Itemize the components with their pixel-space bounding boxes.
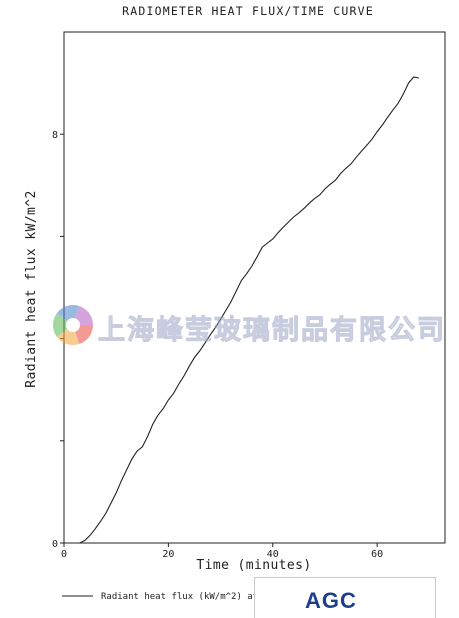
y-axis-label: Radiant heat flux kW/m^2 [24,190,39,387]
x-tick-label: 0 [61,549,67,560]
y-axis-ticks: 08 [52,130,64,550]
chart-title: RADIOMETER HEAT FLUX/TIME CURVE [122,4,374,18]
x-axis-ticks: 0 20 40 60 [61,543,383,560]
plot-frame [63,31,446,544]
series-line-radiant-heat-flux [64,76,420,544]
x-axis-label: Time (minutes) [196,558,311,573]
footer-logo-box: AGC [254,577,436,618]
y-tick-label: 8 [52,130,58,141]
y-tick-label: 0 [52,539,58,550]
agc-logo: AGC [305,588,357,613]
chart-figure: RADIOMETER HEAT FLUX/TIME CURVE 08 0 20 40… [24,4,446,602]
legend-label: Radiant heat flux (kW/m^2) at 3m. [101,592,280,602]
x-tick-label: 60 [371,549,383,560]
x-tick-label: 20 [162,549,174,560]
x-tick-label: 40 [267,549,279,560]
